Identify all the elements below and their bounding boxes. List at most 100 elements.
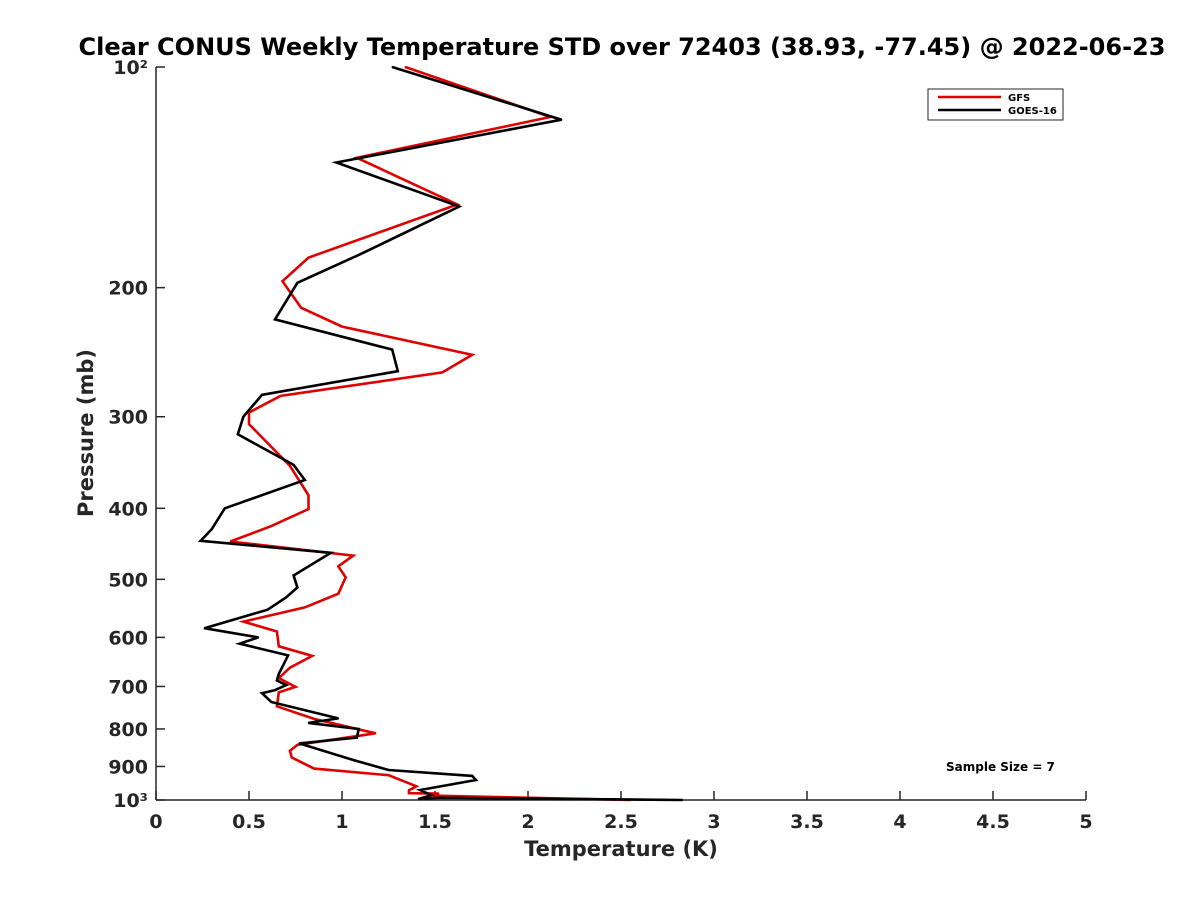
data-point-gfs bbox=[289, 465, 291, 467]
data-point-goes16 bbox=[419, 789, 421, 791]
data-point-goes16 bbox=[357, 728, 360, 730]
series-line-goes16 bbox=[197, 65, 683, 802]
data-point-gfs bbox=[304, 606, 306, 609]
data-point-gfs bbox=[279, 395, 282, 397]
data-point-goes16 bbox=[292, 464, 295, 466]
data-point-goes16 bbox=[430, 794, 433, 796]
data-point-goes16 bbox=[278, 673, 280, 675]
legend-label-gfs: GFS bbox=[1008, 93, 1030, 104]
data-point-goes16 bbox=[298, 742, 301, 745]
x-tick-label: 0 bbox=[149, 811, 162, 833]
data-point-gfs bbox=[276, 630, 278, 633]
data-point-goes16 bbox=[337, 717, 340, 720]
data-point-gfs bbox=[387, 774, 390, 776]
y-tick-label: 900 bbox=[108, 756, 148, 778]
data-point-gfs bbox=[313, 718, 315, 720]
data-point-gfs bbox=[289, 666, 291, 669]
data-point-goes16 bbox=[285, 596, 288, 599]
data-point-goes16 bbox=[335, 161, 338, 164]
data-point-goes16 bbox=[270, 701, 273, 703]
data-point-gfs bbox=[307, 256, 310, 259]
data-point-goes16 bbox=[681, 799, 684, 801]
x-tick-label: 1 bbox=[335, 811, 348, 833]
y-tick-label: 800 bbox=[108, 719, 148, 741]
data-point-gfs bbox=[441, 371, 444, 374]
data-point-goes16 bbox=[475, 779, 477, 781]
data-point-goes16 bbox=[199, 540, 202, 542]
data-point-goes16 bbox=[238, 642, 241, 645]
data-point-goes16 bbox=[266, 608, 269, 611]
y-tick-label: 10³ bbox=[113, 790, 148, 812]
data-point-gfs bbox=[374, 732, 377, 735]
x-tick-label: 5 bbox=[1079, 811, 1092, 833]
data-point-goes16 bbox=[417, 798, 420, 800]
x-tick-label: 2 bbox=[521, 811, 534, 833]
data-point-goes16 bbox=[211, 528, 213, 530]
x-tick-label: 0.5 bbox=[232, 811, 266, 833]
x-tick-label: 3.5 bbox=[790, 811, 824, 833]
data-point-goes16 bbox=[352, 759, 355, 761]
data-point-goes16 bbox=[261, 394, 263, 396]
data-point-goes16 bbox=[391, 66, 394, 68]
data-point-goes16 bbox=[359, 253, 362, 255]
data-point-gfs bbox=[270, 525, 273, 527]
data-point-gfs bbox=[408, 792, 410, 794]
data-point-gfs bbox=[341, 325, 343, 328]
data-point-goes16 bbox=[287, 654, 289, 657]
y-tick-label: 500 bbox=[108, 569, 148, 591]
data-point-goes16 bbox=[330, 552, 332, 554]
x-axis-ticks: 0 0.5 1 1.5 2 2.5 3 3.5 4 4.5 5 bbox=[149, 791, 1093, 833]
data-point-gfs bbox=[307, 494, 310, 497]
chart-title: Clear CONUS Weekly Temperature STD over … bbox=[79, 33, 1166, 61]
data-point-gfs bbox=[300, 306, 302, 309]
data-point-goes16 bbox=[391, 348, 394, 351]
x-tick-label: 4 bbox=[893, 811, 906, 833]
data-point-goes16 bbox=[274, 689, 276, 691]
y-axis-ticks: 10² 200 300 400 500 600 700 800 900 10³ bbox=[108, 57, 165, 812]
data-point-goes16 bbox=[237, 433, 239, 436]
data-point-gfs bbox=[307, 508, 310, 510]
x-tick-label: 3 bbox=[707, 811, 720, 833]
x-tick-label: 1.5 bbox=[418, 811, 452, 833]
data-point-goes16 bbox=[242, 415, 245, 418]
x-axis-label: Temperature (K) bbox=[524, 837, 718, 861]
data-point-goes16 bbox=[471, 775, 474, 777]
data-point-gfs bbox=[415, 785, 418, 788]
data-point-gfs bbox=[337, 592, 340, 595]
sample-size-annotation: Sample Size = 7 bbox=[946, 760, 1055, 774]
data-point-gfs bbox=[337, 565, 340, 568]
data-point-gfs bbox=[229, 540, 232, 543]
data-point-gfs bbox=[242, 620, 245, 623]
x-tick-label: 4.5 bbox=[976, 811, 1010, 833]
data-point-gfs bbox=[289, 750, 291, 752]
y-tick-label: 400 bbox=[108, 498, 148, 520]
data-point-goes16 bbox=[397, 370, 399, 373]
data-point-goes16 bbox=[304, 479, 306, 481]
y-tick-label: 700 bbox=[108, 676, 148, 698]
plot-area bbox=[156, 67, 1086, 800]
data-point-goes16 bbox=[224, 507, 226, 510]
data-point-gfs bbox=[294, 686, 297, 688]
data-point-goes16 bbox=[356, 736, 358, 739]
data-point-goes16 bbox=[387, 769, 390, 771]
data-point-gfs bbox=[311, 655, 314, 657]
data-point-gfs bbox=[313, 767, 315, 770]
data-point-goes16 bbox=[261, 692, 263, 694]
data-point-gfs bbox=[408, 789, 410, 792]
y-tick-label: 600 bbox=[108, 627, 148, 649]
data-point-goes16 bbox=[296, 282, 299, 284]
data-point-gfs bbox=[281, 280, 284, 283]
data-point-goes16 bbox=[458, 205, 461, 208]
data-point-gfs bbox=[291, 756, 293, 759]
y-tick-label: 10² bbox=[113, 57, 148, 79]
data-point-gfs bbox=[278, 645, 280, 648]
data-point-gfs bbox=[344, 576, 347, 579]
data-point-gfs bbox=[296, 744, 299, 746]
data-point-gfs bbox=[248, 423, 250, 425]
data-point-goes16 bbox=[560, 118, 563, 121]
data-point-goes16 bbox=[296, 586, 299, 589]
data-point-goes16 bbox=[274, 318, 276, 321]
legend: GFS GOES-16 bbox=[927, 88, 1064, 121]
data-point-goes16 bbox=[203, 627, 206, 629]
